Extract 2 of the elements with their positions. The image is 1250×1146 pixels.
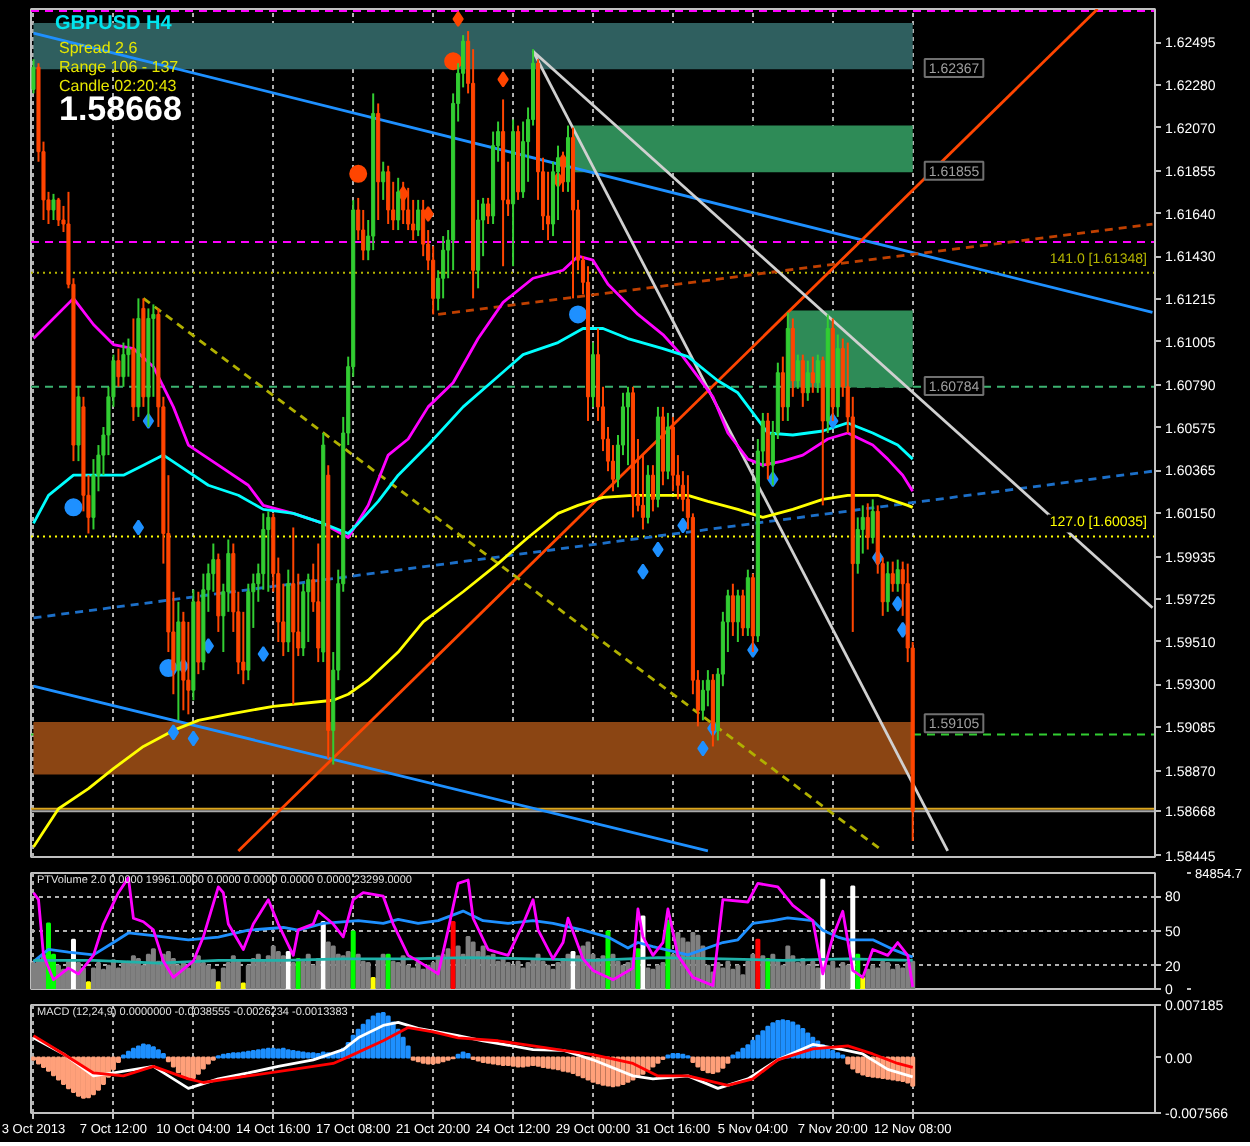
- annotation: 1.58668: [59, 90, 182, 128]
- annotation: Candle 02:20:43: [59, 77, 178, 95]
